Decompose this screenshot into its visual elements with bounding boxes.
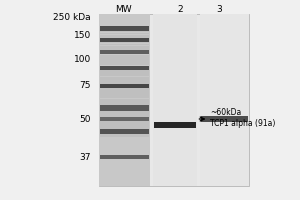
Bar [100, 82, 149, 84]
Bar [100, 105, 149, 111]
Bar [100, 88, 149, 89]
Bar [100, 64, 149, 65]
Bar [100, 130, 149, 131]
Bar [100, 50, 149, 54]
Text: 250 kDa: 250 kDa [53, 14, 91, 22]
Bar [100, 51, 149, 53]
Bar [100, 66, 149, 70]
Bar [100, 47, 149, 49]
Bar [100, 35, 149, 36]
Bar [100, 25, 149, 30]
Bar [100, 99, 149, 100]
Bar [154, 122, 196, 128]
Bar [100, 129, 149, 134]
Bar [100, 111, 149, 113]
Bar [100, 117, 149, 118]
Bar [100, 56, 149, 58]
Bar [100, 36, 149, 38]
Bar [100, 29, 149, 31]
Bar [100, 49, 149, 51]
Bar [100, 89, 149, 91]
Bar [100, 155, 149, 159]
Bar [100, 84, 149, 88]
Text: ~60kDa: ~60kDa [210, 108, 241, 117]
Bar [100, 58, 149, 60]
Bar [100, 44, 149, 45]
Bar [100, 31, 149, 32]
Bar [100, 106, 149, 108]
Bar [100, 40, 149, 42]
Text: 50: 50 [80, 114, 91, 123]
Bar [100, 102, 149, 104]
Bar [100, 115, 149, 117]
Bar [100, 108, 149, 109]
Bar [100, 62, 149, 64]
Bar [100, 38, 149, 42]
Bar [100, 42, 149, 43]
Bar [100, 53, 149, 54]
Bar [100, 78, 149, 80]
Text: 37: 37 [80, 154, 91, 162]
Bar [100, 46, 149, 47]
Text: 75: 75 [80, 80, 91, 90]
Bar [100, 91, 149, 93]
Bar [100, 67, 149, 69]
Text: 3: 3 [216, 5, 222, 15]
Bar [100, 132, 149, 133]
Bar [99, 14, 249, 186]
Text: MW: MW [115, 5, 131, 15]
Text: 150: 150 [74, 30, 91, 40]
Bar [100, 121, 149, 122]
Bar [100, 110, 149, 111]
Bar [100, 69, 149, 71]
Bar [100, 33, 149, 34]
Bar [100, 86, 149, 87]
Bar [100, 117, 149, 121]
Bar [153, 14, 196, 186]
Bar [100, 93, 149, 95]
Bar [99, 14, 150, 186]
Text: 100: 100 [74, 55, 91, 64]
Bar [100, 80, 149, 82]
Bar [100, 124, 149, 126]
Bar [100, 133, 149, 135]
Bar [100, 38, 149, 40]
Bar [100, 27, 149, 29]
Bar [100, 122, 149, 124]
Bar [200, 116, 248, 122]
Bar [100, 126, 149, 128]
Bar [100, 119, 149, 120]
Bar [100, 113, 149, 115]
Bar [100, 66, 149, 67]
Bar [100, 135, 149, 137]
Bar [100, 128, 149, 129]
Text: TCP1 alpha (91a): TCP1 alpha (91a) [210, 118, 275, 128]
Bar [100, 77, 149, 78]
Bar [100, 75, 149, 76]
Bar [200, 14, 249, 186]
Bar [100, 104, 149, 106]
Bar [100, 100, 149, 102]
Bar [100, 84, 149, 86]
Bar [100, 97, 149, 98]
Bar [100, 71, 149, 73]
Bar [100, 95, 149, 97]
Bar [100, 60, 149, 62]
Bar [100, 55, 149, 56]
Bar [100, 73, 149, 75]
Text: 2: 2 [177, 5, 183, 15]
